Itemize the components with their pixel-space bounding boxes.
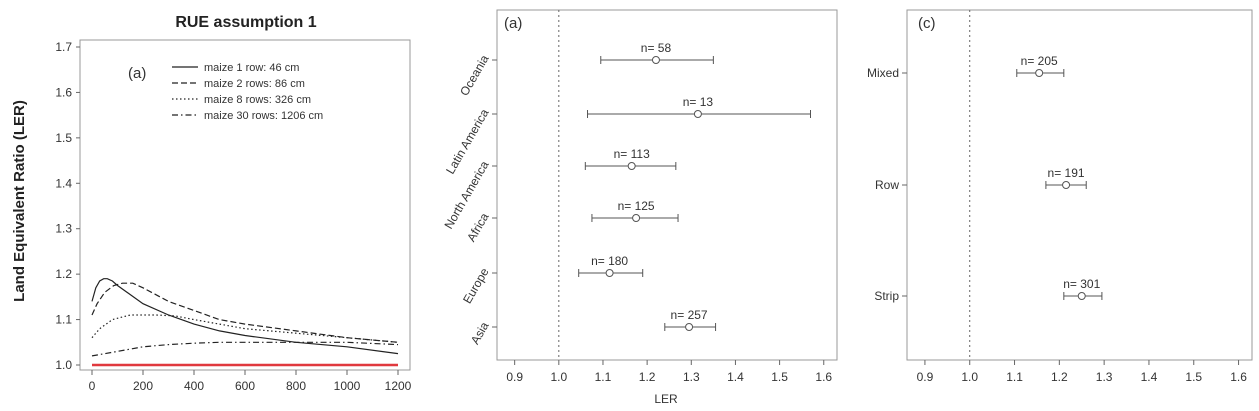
estimate-point: [1035, 69, 1044, 77]
x-tick-label: 1.2: [639, 370, 656, 384]
estimates: n= 205 n= 191 n= 301: [1016, 54, 1103, 300]
x-tick-label: 1.5: [1185, 370, 1202, 384]
series-line-1: [91, 278, 399, 355]
panel-label: (a): [504, 15, 522, 32]
region-forest-panel: (a) LER 0.9 1.0 1.1 1.2 1.3 1.4 1.5 1.6 Oceania…: [441, 9, 838, 406]
x-tick-label: 0.9: [506, 370, 523, 384]
x-tick-label: 1.6: [815, 370, 832, 384]
y-tick-label: 1.0: [55, 358, 72, 372]
category-label: Row: [875, 178, 899, 192]
x-tick-label: 0.9: [917, 370, 934, 384]
panel-label: (c): [918, 15, 936, 32]
panel-label: (a): [128, 65, 146, 82]
y-tick-label: 1.3: [55, 222, 72, 236]
n-label: n= 58: [641, 41, 672, 55]
legend-entry: maize 1 row: 46 cm: [204, 62, 299, 74]
arrangement-forest-panel: (c) 0.9 1.0 1.1 1.2 1.3 1.4 1.5 1.6 Mixed Row Str…: [867, 9, 1253, 384]
x-tick-label: 600: [235, 379, 255, 393]
x-tick-label: 800: [286, 379, 306, 393]
x-tick-label: 200: [133, 379, 153, 393]
x-tick-label: 400: [184, 379, 204, 393]
x-tick-label: 1.0: [961, 370, 978, 384]
plot-frame: [496, 9, 838, 361]
x-tick-label: 1.4: [727, 370, 744, 384]
legend-entry: maize 2 rows: 86 cm: [204, 78, 305, 90]
x-tick-label: 1.1: [1006, 370, 1023, 384]
category-label: Europe: [460, 265, 492, 306]
legend: maize 1 row: 46 cm maize 2 rows: 86 cm mai…: [172, 62, 323, 122]
x-tick-label: 1200: [385, 379, 412, 393]
y-tick-label: 1.5: [55, 131, 72, 145]
estimates: n= 58 n= 13 n= 113 n= 125 n= 180 n= 257: [578, 41, 812, 331]
estimate-point: [685, 323, 694, 331]
x-tick-label: 1000: [334, 379, 361, 393]
category-label: Strip: [874, 289, 899, 303]
x-tick-group: 0 200 400 600 800 1000 1200: [89, 370, 412, 393]
n-label: n= 301: [1063, 277, 1100, 291]
y-tick-label: 1.1: [55, 313, 72, 327]
series-line-3: [91, 314, 399, 343]
category-label: Africa: [464, 210, 492, 244]
x-tick-label: 1.4: [1141, 370, 1158, 384]
n-label: n= 125: [618, 199, 655, 213]
n-label: n= 180: [591, 254, 628, 268]
estimate-point: [1062, 181, 1071, 189]
line-chart-panel: RUE assumption 1 Land Equivalent Ratio (…: [11, 14, 412, 393]
y-tick-label: 1.6: [55, 85, 72, 99]
chart-title: RUE assumption 1: [175, 14, 316, 31]
x-axis-label: LER: [654, 392, 678, 406]
estimate-point: [1077, 292, 1086, 300]
x-tick-label: 1.5: [771, 370, 788, 384]
n-label: n= 113: [614, 147, 650, 161]
x-tick-label: 1.3: [683, 370, 700, 384]
estimate-point: [632, 214, 641, 222]
n-label: n= 191: [1048, 166, 1085, 180]
series-line-2: [91, 282, 399, 343]
x-tick-label: 1.6: [1230, 370, 1247, 384]
legend-entry: maize 30 rows: 1206 cm: [204, 110, 323, 122]
category-label: Oceania: [457, 52, 492, 98]
x-tick-label: 1.3: [1096, 370, 1113, 384]
y-tick-label: 1.4: [55, 176, 72, 190]
estimate-point: [605, 269, 614, 277]
category-label: Mixed: [867, 66, 899, 80]
n-label: n= 13: [683, 95, 714, 109]
y-tick-label: 1.2: [55, 267, 72, 281]
x-tick-group: 0.9 1.0 1.1 1.2 1.3 1.4 1.5 1.6: [917, 360, 1247, 384]
x-tick-label: 1.1: [595, 370, 612, 384]
x-tick-label: 1.0: [550, 370, 567, 384]
estimate-point: [651, 56, 660, 64]
series-line-4: [91, 341, 399, 357]
estimate-point: [693, 110, 702, 118]
x-tick-group: 0.9 1.0 1.1 1.2 1.3 1.4 1.5 1.6: [506, 360, 832, 384]
category-labels: Mixed Row Strip: [867, 66, 907, 303]
category-label: Asia: [468, 319, 492, 346]
estimate-point: [627, 162, 636, 170]
legend-entry: maize 8 rows: 326 cm: [204, 94, 311, 106]
y-tick-group: 1.0 1.1 1.2 1.3 1.4 1.5 1.6 1.7: [55, 40, 80, 372]
series-lines: [91, 278, 399, 367]
n-label: n= 205: [1021, 54, 1058, 68]
n-label: n= 257: [671, 308, 708, 322]
y-tick-label: 1.7: [55, 40, 72, 54]
x-tick-label: 1.2: [1051, 370, 1068, 384]
x-tick-label: 0: [89, 379, 96, 393]
y-axis-label: Land Equivalent Ratio (LER): [11, 100, 28, 302]
